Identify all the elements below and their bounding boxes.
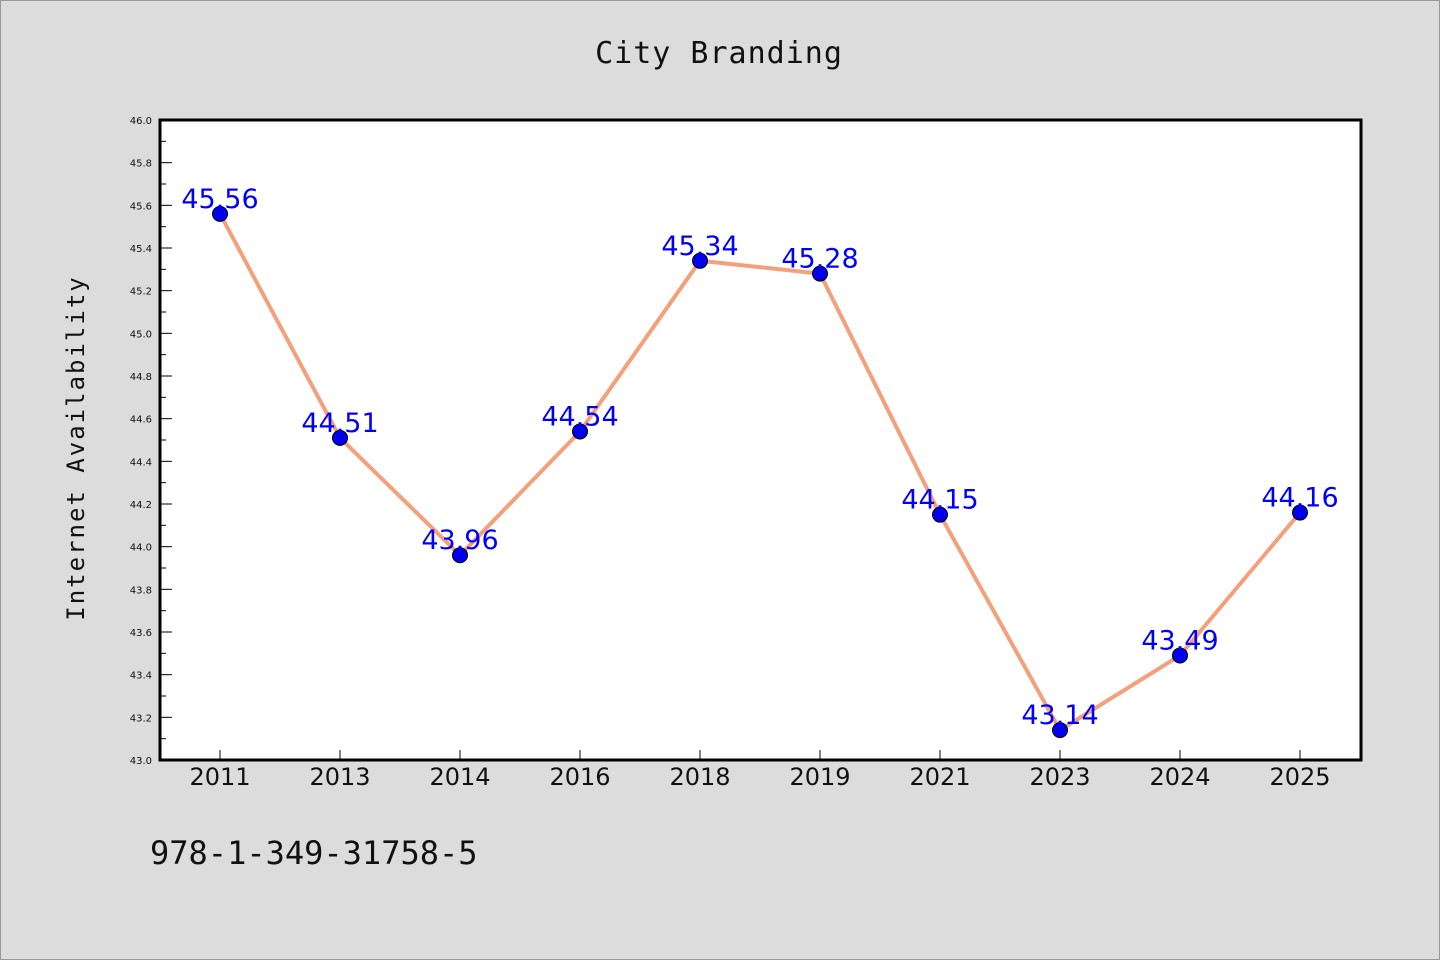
x-tick-label: 2024 — [1149, 763, 1210, 791]
x-tick-label: 2021 — [909, 763, 970, 791]
plot-area — [158, 118, 1363, 762]
data-label: 43.96 — [421, 525, 498, 556]
x-tick-label: 2019 — [789, 763, 850, 791]
x-tick-label: 2018 — [669, 763, 730, 791]
data-label: 45.56 — [181, 184, 258, 215]
y-axis-ticks: 43.0 43.2 43.4 43.6 43.8 44.0 44.2 44.4 44.6 44.8… — [130, 116, 172, 767]
data-label: 43.14 — [1021, 700, 1098, 731]
data-point — [452, 547, 468, 564]
y-tick-label: 43.2 — [130, 713, 152, 724]
series-line-group — [218, 211, 1302, 733]
data-point — [812, 265, 828, 282]
data-point — [212, 205, 228, 222]
data-label: 44.16 — [1261, 483, 1338, 514]
y-tick-label: 45.6 — [130, 201, 152, 212]
x-axis-ticks: 2011 2013 2014 2016 2018 2019 2021 2023 2024 2025 — [189, 750, 1331, 791]
series-line — [218, 211, 1302, 733]
y-axis-label: Internet Availability — [62, 275, 90, 620]
y-tick-label: 44.4 — [130, 457, 152, 468]
data-label: 45.28 — [781, 244, 858, 275]
y-tick-label: 44.2 — [130, 500, 152, 511]
y-tick-label: 44.6 — [130, 415, 152, 426]
x-tick-label: 2023 — [1029, 763, 1090, 791]
y-tick-label: 45.0 — [130, 329, 152, 340]
y-tick-label: 43.4 — [130, 671, 152, 682]
chart-title: City Branding — [595, 36, 843, 71]
data-point — [332, 429, 348, 446]
footer-isbn: 978-1-349-31758-5 — [150, 834, 478, 872]
x-tick-label: 2014 — [429, 763, 490, 791]
data-label: 43.49 — [1141, 625, 1218, 656]
data-point — [1292, 504, 1308, 521]
y-tick-label: 43.0 — [130, 756, 152, 767]
y-tick-label: 43.8 — [130, 585, 152, 596]
data-label: 45.34 — [661, 231, 738, 262]
data-labels: 45.56 44.51 43.96 44.54 45.34 45.28 44.15 43.14… — [181, 184, 1338, 731]
data-label: 44.51 — [301, 408, 378, 439]
y-tick-label: 45.2 — [130, 287, 152, 298]
y-tick-label: 44.8 — [130, 372, 152, 383]
data-point — [692, 252, 708, 269]
data-markers — [212, 205, 1308, 739]
y-tick-label: 44.0 — [130, 543, 152, 554]
y-tick-label: 46.0 — [130, 116, 152, 127]
x-tick-label: 2011 — [189, 763, 250, 791]
y-tick-label: 45.4 — [130, 244, 152, 255]
x-tick-label: 2025 — [1269, 763, 1330, 791]
y-tick-label: 43.6 — [130, 628, 152, 639]
x-tick-label: 2013 — [309, 763, 370, 791]
data-point — [932, 506, 948, 523]
data-label: 44.15 — [901, 485, 978, 516]
data-point — [1172, 647, 1188, 664]
y-tick-label: 45.8 — [130, 159, 152, 170]
x-tick-label: 2016 — [549, 763, 610, 791]
data-label: 44.54 — [541, 401, 618, 432]
data-point — [572, 423, 588, 440]
data-point — [1052, 722, 1068, 739]
